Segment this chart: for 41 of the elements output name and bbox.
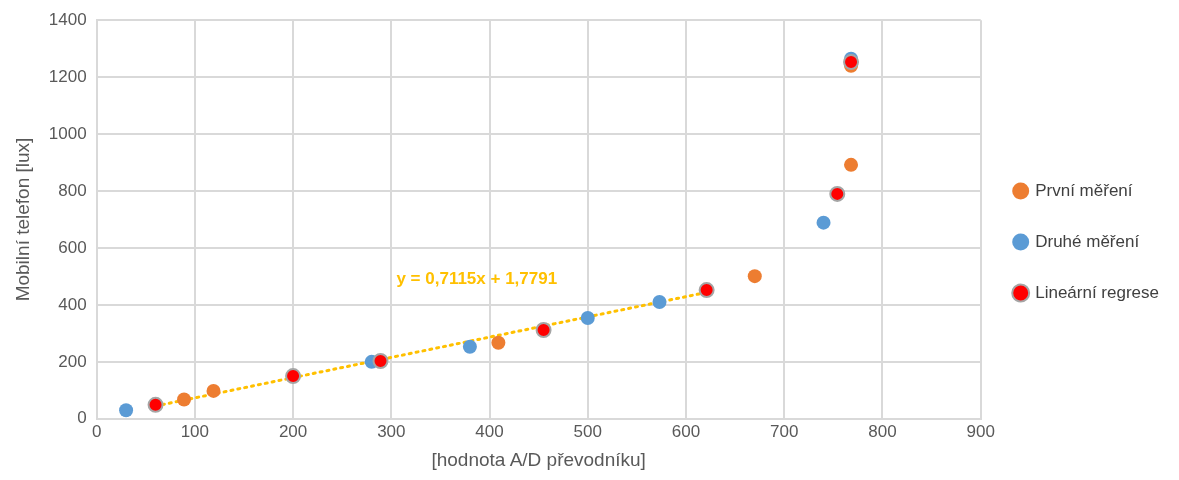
legend-label: Lineární regrese <box>1035 282 1160 302</box>
point <box>698 282 715 299</box>
point <box>535 321 552 338</box>
annotation: y = 0,7115x + 1,7791 <box>396 268 558 288</box>
x-tick-label: 200 <box>278 421 308 441</box>
y-tick-label: 1400 <box>48 9 87 29</box>
point <box>177 392 192 407</box>
point <box>119 403 134 418</box>
x-tick-label: 500 <box>573 421 602 441</box>
point <box>829 185 846 202</box>
point <box>285 368 302 385</box>
point <box>206 383 221 398</box>
y-tick-label: 800 <box>58 180 87 200</box>
point <box>747 269 762 284</box>
point <box>816 215 831 230</box>
x-tick-label: 700 <box>770 421 799 441</box>
legend-label: První měření <box>1035 180 1133 200</box>
x-tick-label: 900 <box>966 421 995 441</box>
point <box>844 157 859 172</box>
point <box>580 311 595 326</box>
point <box>843 54 860 71</box>
x-tick-label: 100 <box>180 421 210 441</box>
x-tick-label: 0 <box>91 421 102 441</box>
x-tick-label: 300 <box>377 421 406 441</box>
x-tick-label: 800 <box>868 421 897 441</box>
point <box>147 396 164 413</box>
point <box>652 295 667 310</box>
point <box>462 339 477 354</box>
y-tick-label: 600 <box>58 237 87 257</box>
y-tick-label: 1000 <box>48 123 87 143</box>
y-tick-label: 1200 <box>48 66 87 86</box>
x-tick-label: 400 <box>475 421 504 441</box>
y-tick-label: 200 <box>58 351 87 371</box>
y-tick-label: 0 <box>77 408 87 428</box>
point <box>372 353 389 369</box>
y-tick-label: 400 <box>58 294 87 314</box>
y-axis-title: Mobilní telefon [lux] <box>11 137 33 302</box>
x-axis-title: [hodnota A/D převodníku] <box>431 448 646 470</box>
x-tick-label: 600 <box>671 421 701 441</box>
point <box>491 335 506 350</box>
legend-label: Druhé měření <box>1035 231 1140 251</box>
